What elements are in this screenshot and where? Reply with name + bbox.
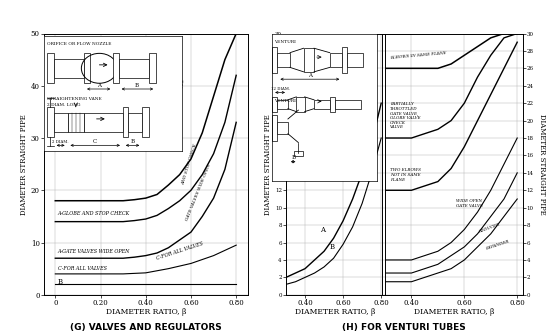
X-axis label: DIAMETER RATIO, β: DIAMETER RATIO, β xyxy=(295,308,376,316)
Y-axis label: DIAMETER STRAIGHT PIPE: DIAMETER STRAIGHT PIPE xyxy=(538,114,546,214)
Bar xyxy=(348,53,363,67)
Text: VENTURI: VENTURI xyxy=(274,40,296,44)
Bar xyxy=(330,97,335,112)
X-axis label: DIAMETER RATIO, β: DIAMETER RATIO, β xyxy=(414,308,494,316)
Text: WIDE OPEN
GATE VALVE: WIDE OPEN GATE VALVE xyxy=(456,199,483,208)
Text: B: B xyxy=(292,155,296,160)
Y-axis label: DIAMETER STRAIGHT PIPE: DIAMETER STRAIGHT PIPE xyxy=(20,114,28,214)
Text: C-FOR ALL VALVES: C-FOR ALL VALVES xyxy=(58,266,107,271)
Bar xyxy=(278,122,288,134)
Bar xyxy=(335,100,361,109)
Bar xyxy=(278,100,288,109)
Text: B: B xyxy=(330,243,335,251)
Text: AND STOP CHECK: AND STOP CHECK xyxy=(182,143,198,185)
Bar xyxy=(342,47,348,73)
Text: (G) VALVES AND REGULATORS: (G) VALVES AND REGULATORS xyxy=(70,323,222,332)
Text: GATE VALVES WIDE OPEN: GATE VALVES WIDE OPEN xyxy=(185,163,212,222)
Bar xyxy=(314,100,330,109)
Text: TWO ELBOWS
NOT IN SAME
PLANE: TWO ELBOWS NOT IN SAME PLANE xyxy=(390,169,421,182)
Bar xyxy=(294,151,302,156)
Text: PARTIALLY
THROTTLED
GATE VALVE,
GLOBE VALVE
CHECK
VALVE: PARTIALLY THROTTLED GATE VALVE, GLOBE VA… xyxy=(390,102,421,129)
Bar xyxy=(296,97,305,112)
Text: 12 DIAM.: 12 DIAM. xyxy=(271,87,290,91)
Text: (H) FOR VENTURI TUBES: (H) FOR VENTURI TUBES xyxy=(342,323,466,332)
Bar xyxy=(278,53,290,67)
Text: B: B xyxy=(58,278,63,286)
Text: A: A xyxy=(308,73,312,78)
Text: REGULATOR AND PARTIALLY
OPENED GATE VALVE: REGULATOR AND PARTIALLY OPENED GATE VALV… xyxy=(167,70,188,138)
Text: A-GATE VALVES WIDE OPEN: A-GATE VALVES WIDE OPEN xyxy=(58,250,130,255)
Text: A: A xyxy=(320,226,325,234)
Bar xyxy=(304,48,314,72)
Bar xyxy=(272,115,278,141)
Bar xyxy=(330,53,342,67)
Text: REDUCER: REDUCER xyxy=(477,222,500,234)
Text: ELBOWS IN SAME PLANE: ELBOWS IN SAME PLANE xyxy=(390,51,447,60)
Bar xyxy=(272,97,278,112)
Bar xyxy=(272,47,278,73)
Text: C-FOR ALL VALVES: C-FOR ALL VALVES xyxy=(156,241,204,261)
Text: A-GLOBE AND STOP CHECK: A-GLOBE AND STOP CHECK xyxy=(58,211,130,216)
X-axis label: DIAMETER RATIO, β: DIAMETER RATIO, β xyxy=(106,308,186,316)
Text: VENTURI: VENTURI xyxy=(274,99,296,103)
Y-axis label: DIAMETER STRAIGHT PIPE: DIAMETER STRAIGHT PIPE xyxy=(264,114,272,214)
Text: EXPANDER: EXPANDER xyxy=(486,240,510,251)
